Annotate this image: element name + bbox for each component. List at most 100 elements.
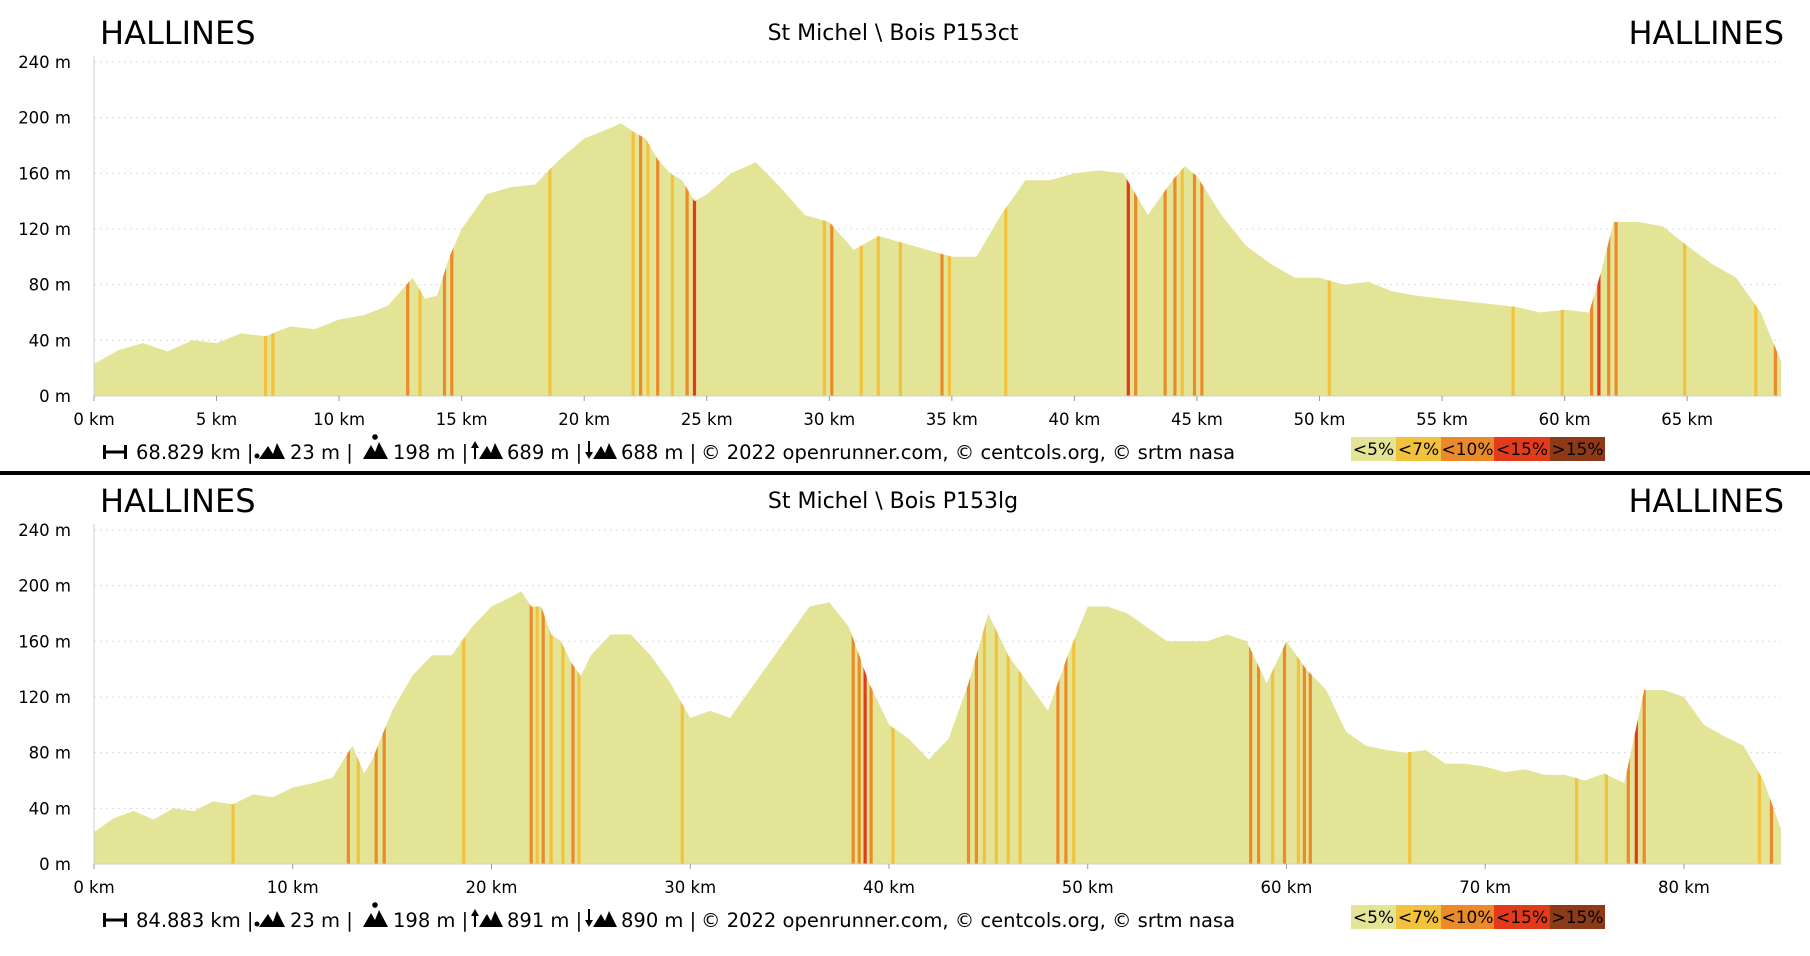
- y-tick-label: 80 m: [29, 744, 71, 763]
- y-tick-label: 0 m: [39, 387, 71, 406]
- y-tick-label: 200 m: [18, 577, 71, 596]
- x-tick-label: 45 km: [1171, 410, 1223, 429]
- grade-segment: [966, 591, 971, 864]
- grade-segment: [1257, 591, 1261, 864]
- x-tick-label: 20 km: [466, 878, 518, 897]
- grade-segment: [1056, 591, 1060, 864]
- descent-icon: [585, 909, 617, 927]
- grade-segment: [670, 123, 674, 396]
- start-city-label: HALLINES: [100, 482, 256, 520]
- grade-segment: [548, 123, 552, 396]
- min-altitude-value: 23 m |: [290, 909, 353, 932]
- elevation-profile-area: [94, 591, 1781, 864]
- legend-label: <7%: [1398, 440, 1439, 460]
- grade-segment: [1072, 591, 1076, 864]
- max-altitude-icon: [363, 902, 388, 927]
- ascent-value: 689 m |: [507, 441, 582, 464]
- y-tick-label: 200 m: [18, 109, 71, 128]
- x-tick-label: 0 km: [73, 410, 114, 429]
- grade-segment: [830, 123, 834, 396]
- grade-segment: [1614, 123, 1618, 396]
- x-tick-label: 0 km: [73, 878, 114, 897]
- grade-segment: [822, 123, 826, 396]
- legend-swatch: [1441, 905, 1494, 929]
- grade-segment: [692, 123, 697, 396]
- x-tick-label: 10 km: [267, 878, 319, 897]
- y-tick-label: 240 m: [18, 521, 71, 540]
- y-tick-label: 160 m: [18, 164, 71, 183]
- grade-segment: [1634, 591, 1638, 864]
- x-tick-label: 60 km: [1261, 878, 1313, 897]
- grade-segment: [646, 123, 650, 396]
- max-altitude-value: 198 m |: [393, 441, 468, 464]
- grade-segment: [994, 591, 998, 864]
- grade-segment: [1134, 123, 1138, 396]
- grade-segment: [656, 123, 660, 396]
- y-tick-label: 240 m: [18, 53, 71, 72]
- grade-segment: [535, 591, 539, 864]
- grade-segment: [450, 123, 454, 396]
- start-city-label: HALLINES: [100, 14, 256, 52]
- end-city-label: HALLINES: [1628, 482, 1784, 520]
- y-tick-label: 120 m: [18, 688, 71, 707]
- x-tick-label: 65 km: [1661, 410, 1713, 429]
- grade-segment: [1308, 591, 1312, 864]
- grade-segment: [869, 591, 873, 864]
- grade-segment: [940, 123, 944, 396]
- grade-segment: [685, 123, 689, 396]
- legend-swatch: [1494, 437, 1550, 461]
- x-tick-label: 30 km: [803, 410, 855, 429]
- grade-segment: [577, 591, 581, 864]
- distance-value: 68.829 km |: [136, 441, 254, 464]
- grade-segment: [1249, 591, 1253, 864]
- y-tick-label: 40 m: [29, 331, 71, 350]
- grade-legend-2: <5% <7% <10% <15% >15%: [1351, 905, 1605, 929]
- x-tick-label: 50 km: [1294, 410, 1346, 429]
- min-altitude-icon: [254, 911, 285, 927]
- legend-swatch: [1351, 905, 1396, 929]
- panel-separator: [0, 471, 1810, 475]
- descent-icon: [585, 441, 617, 459]
- ascent-value: 891 m |: [507, 909, 582, 932]
- grade-segment: [1163, 123, 1167, 396]
- grade-segment: [857, 591, 861, 864]
- legend-label: <15%: [1496, 908, 1548, 928]
- y-tick-label: 0 m: [39, 855, 71, 874]
- grade-legend-1: <5% <7% <10% <15% >15%: [1351, 437, 1605, 461]
- x-tick-label: 50 km: [1062, 878, 1114, 897]
- grade-segment: [549, 591, 553, 864]
- grade-segment: [1590, 123, 1594, 396]
- legend-label: <5%: [1353, 440, 1394, 460]
- x-tick-label: 60 km: [1539, 410, 1591, 429]
- legend-swatch: [1396, 437, 1441, 461]
- y-tick-label: 160 m: [18, 632, 71, 651]
- y-tick-label: 40 m: [29, 799, 71, 818]
- grade-segment: [859, 123, 863, 396]
- x-tick-label: 15 km: [436, 410, 488, 429]
- end-city-label: HALLINES: [1628, 14, 1784, 52]
- x-tick-label: 80 km: [1658, 878, 1710, 897]
- grade-segment: [1626, 591, 1630, 864]
- legend-label: >15%: [1551, 908, 1603, 928]
- legend-label: <5%: [1353, 908, 1394, 928]
- grade-segment: [1642, 591, 1646, 864]
- grade-segment: [947, 123, 951, 396]
- legend-label: >15%: [1551, 440, 1603, 460]
- x-tick-label: 35 km: [926, 410, 978, 429]
- grade-segment: [571, 591, 575, 864]
- legend-label: <7%: [1398, 908, 1439, 928]
- distance-icon: [103, 445, 127, 459]
- elevation-chart-1: 0 m 40 m 80 m 120 m 160 m 200 m 240 m 0 km 5 km 1…: [18, 53, 1781, 429]
- legend-swatch: [1494, 905, 1550, 929]
- descent-value: 890 m |: [621, 909, 696, 932]
- grade-segment: [264, 123, 268, 396]
- grade-segment: [639, 123, 643, 396]
- legend-label: <10%: [1441, 908, 1493, 928]
- ascent-icon: [471, 441, 503, 459]
- grade-segment: [1126, 123, 1130, 396]
- grade-segment: [1769, 591, 1773, 864]
- grade-segment: [1757, 591, 1762, 864]
- x-tick-label: 20 km: [558, 410, 610, 429]
- legend-label: <10%: [1441, 440, 1493, 460]
